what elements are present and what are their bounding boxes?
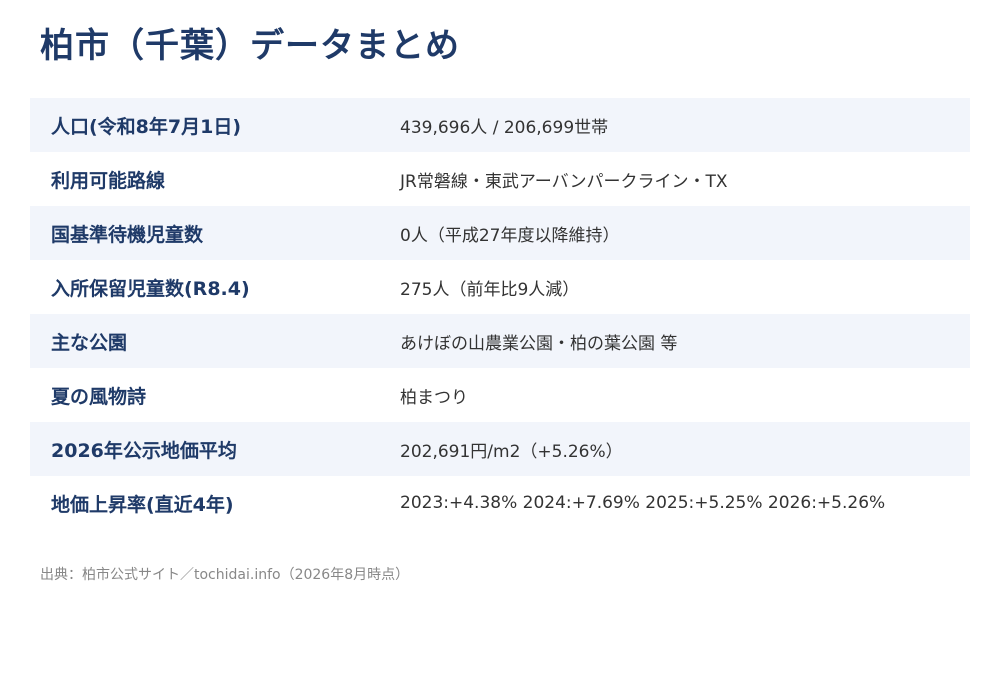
table-row-land-price-growth: 地価上昇率(直近4年) 2023:+4.38% 2024:+7.69% 2025… <box>30 476 970 530</box>
row-value: 202,691円/m2（+5.26%） <box>400 441 623 462</box>
row-value: JR常磐線・東武アーバンパークライン・TX <box>400 171 728 192</box>
table-row-population: 人口(令和8年7月1日) 439,696人 / 206,699世帯 <box>30 98 970 152</box>
table-row-parks: 主な公園 あけぼの山農業公園・柏の葉公園 等 <box>30 314 970 368</box>
row-label: 地価上昇率(直近4年) <box>51 493 234 516</box>
page-title: 柏市（千葉）データまとめ <box>40 26 460 66</box>
row-label: 入所保留児童数(R8.4) <box>51 277 250 300</box>
row-label: 国基準待機児童数 <box>51 223 204 246</box>
table-row-train-lines: 利用可能路線 JR常磐線・東武アーバンパークライン・TX <box>30 152 970 206</box>
table-row-summer-event: 夏の風物詩 柏まつり <box>30 368 970 422</box>
row-label: 利用可能路線 <box>51 169 166 192</box>
row-label: 主な公園 <box>51 331 128 354</box>
table-row-land-price: 2026年公示地価平均 202,691円/m2（+5.26%） <box>30 422 970 476</box>
table-row-waiting-children: 国基準待機児童数 0人（平成27年度以降維持） <box>30 206 970 260</box>
row-value: 柏まつり <box>400 387 468 408</box>
row-value: 2023:+4.38% 2024:+7.69% 2025:+5.25% 2026… <box>400 493 886 513</box>
row-value: 439,696人 / 206,699世帯 <box>400 117 609 138</box>
source-note: 出典：柏市公式サイト／tochidai.info（2026年8月時点） <box>40 567 410 583</box>
data-table: 人口(令和8年7月1日) 439,696人 / 206,699世帯 利用可能路線… <box>30 98 970 530</box>
table-row-pending-children: 入所保留児童数(R8.4) 275人（前年比9人減） <box>30 260 970 314</box>
row-value: 0人（平成27年度以降維持） <box>400 225 620 246</box>
row-label: 夏の風物詩 <box>51 385 147 408</box>
row-value: 275人（前年比9人減） <box>400 279 580 300</box>
row-value: あけぼの山農業公園・柏の葉公園 等 <box>400 333 678 354</box>
row-label: 2026年公示地価平均 <box>51 439 237 462</box>
row-label: 人口(令和8年7月1日) <box>51 115 242 138</box>
